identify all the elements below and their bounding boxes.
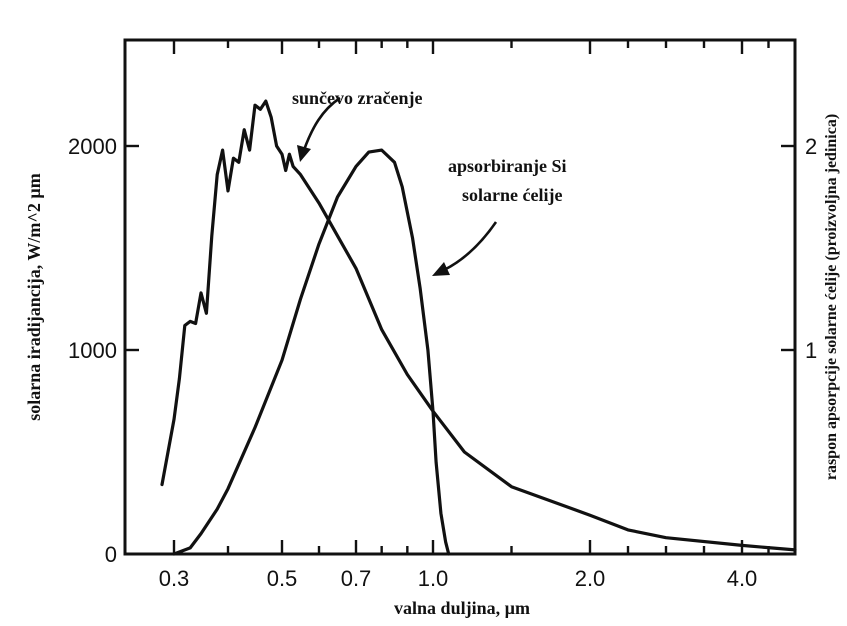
y-left-tick-label-1: 1000: [68, 338, 117, 363]
x-tick-label-2: 0.7: [341, 566, 372, 591]
y-left-tick-label-2: 2000: [68, 134, 117, 159]
y-right-tick-label-1: 2: [805, 134, 817, 159]
x-tick-label-4: 2.0: [575, 566, 606, 591]
y-left-tick-label-0: 0: [105, 542, 117, 567]
x-tick-label-5: 4.0: [727, 566, 758, 591]
x-tick-label-0: 0.3: [159, 566, 190, 591]
x-axis-title: valna duljina, µm: [394, 598, 530, 618]
series-si-absorption: [172, 148, 451, 556]
absorb-pointer-arrowhead-icon: [432, 262, 450, 276]
annotation-absorb-label-line2: solarne ćelije: [462, 185, 562, 205]
absorb-pointer-arrow: [443, 221, 498, 272]
annotation-solar-label: sunčevo zračenje: [292, 88, 422, 108]
axis-ticks: [125, 40, 795, 556]
solar-pointer-arrow: [302, 96, 341, 151]
y-axis-left-title: solarna iradijancija, W/m^2 µm: [24, 173, 44, 421]
y-right-tick-label-0: 1: [805, 338, 817, 363]
series-solar-irradiance: [160, 99, 797, 552]
x-tick-label-3: 1.0: [418, 566, 449, 591]
y-axis-right-title: raspon apsorpcije solarne ćelije (proizv…: [823, 114, 840, 480]
tick-labels: 0.3 0.5 0.7 1.0 2.0 4.0 0 1000 2000 1 2: [68, 134, 817, 591]
annotation-absorb-label-line1: apsorbiranje Si: [448, 156, 567, 176]
solar-pointer-arrowhead-icon: [297, 145, 311, 162]
plot-frame: [123, 38, 797, 556]
x-tick-label-1: 0.5: [267, 566, 298, 591]
